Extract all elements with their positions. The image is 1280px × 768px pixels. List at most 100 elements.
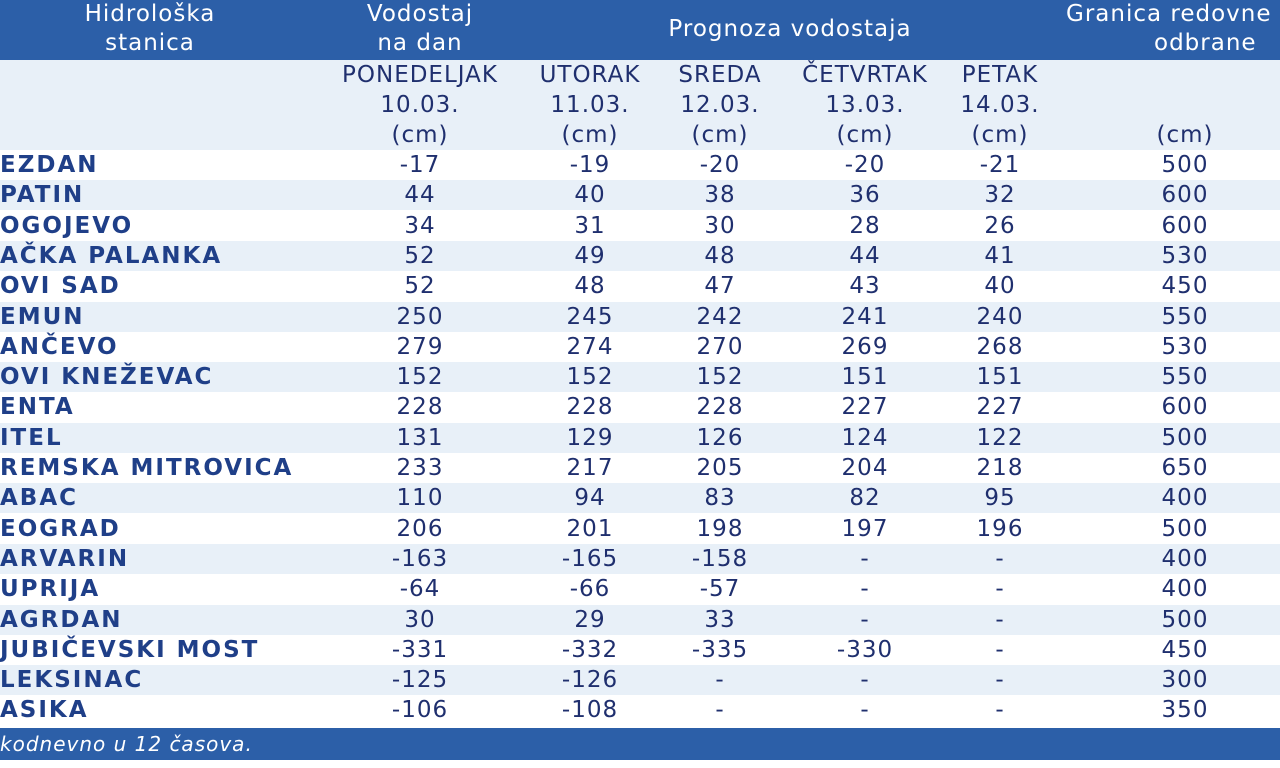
- subheader-d2-day: SREDA: [678, 62, 762, 88]
- d3-value: 82: [849, 485, 881, 512]
- d2-value: 48: [704, 242, 736, 269]
- d2-value: 152: [696, 364, 744, 391]
- d4-value: 122: [976, 424, 1024, 451]
- d2-value: -335: [691, 636, 749, 663]
- d2-value: -: [715, 697, 725, 724]
- today-value: 44: [404, 182, 436, 209]
- d2-value: 47: [704, 273, 736, 300]
- subheader-d2-date: 12.03.: [680, 92, 760, 118]
- limit-value: 500: [1161, 515, 1209, 542]
- d1-value: 49: [574, 242, 606, 269]
- limit-value: 300: [1161, 667, 1209, 694]
- subheader-limit-unit: (cm): [1156, 122, 1214, 148]
- station-name: ASIKA: [0, 697, 89, 724]
- d2-value: 198: [696, 515, 744, 542]
- header-today-line1: Vodostaj: [366, 1, 474, 27]
- header-station-line1: Hidrološka: [84, 1, 216, 27]
- d1-value: 274: [566, 333, 614, 360]
- station-name: EMUN: [0, 303, 85, 330]
- header-limit-line2: odbrane: [1154, 30, 1257, 56]
- today-value: 110: [396, 485, 444, 512]
- today-value: 279: [396, 333, 444, 360]
- today-value: -106: [391, 697, 449, 724]
- d1-value: 40: [574, 182, 606, 209]
- d2-value: 270: [696, 333, 744, 360]
- today-value: -64: [399, 576, 441, 603]
- limit-value: 500: [1161, 606, 1209, 633]
- table-row: ENTA 228 228 228 227 227 600: [0, 392, 1280, 423]
- d2-value: 30: [704, 212, 736, 239]
- limit-value: 450: [1161, 636, 1209, 663]
- subheader-d4-date: 14.03.: [960, 92, 1040, 118]
- table-row: ANČEVO 279 274 270 269 268 530: [0, 331, 1280, 362]
- subheader-d1-date: 11.03.: [550, 92, 630, 118]
- table-row: ITEL 131 129 126 124 122 500: [0, 422, 1280, 453]
- subheader-d4-day: PETAK: [961, 62, 1039, 88]
- d3-value: 151: [841, 364, 889, 391]
- d1-value: 201: [566, 515, 614, 542]
- table-row: REMSKA MITROVICA 233 217 205 204 218 650: [0, 453, 1280, 483]
- station-name: JUBIČEVSKI MOST: [0, 636, 260, 663]
- table-footer: kodnevno u 12 časova.: [0, 728, 1280, 760]
- d4-value: -: [995, 545, 1005, 572]
- station-name: ARVARIN: [0, 545, 130, 572]
- d1-value: -66: [569, 576, 611, 603]
- d1-value: 245: [566, 303, 614, 330]
- station-name: OVI KNEŽEVAC: [0, 364, 214, 391]
- d1-value: 228: [566, 394, 614, 421]
- d1-value: 217: [566, 455, 614, 481]
- d2-value: -: [715, 667, 725, 694]
- limit-value: 600: [1161, 212, 1209, 239]
- d3-value: -330: [836, 636, 894, 663]
- subheader-d1: UTORAK 11.03. (cm): [520, 60, 660, 150]
- d3-value: -: [860, 667, 870, 694]
- d3-value: 204: [841, 455, 889, 481]
- d2-value: -158: [691, 545, 749, 572]
- table-row: ASIKA -106 -108 - - - 350: [0, 695, 1280, 726]
- d2-value: 228: [696, 394, 744, 421]
- table-row: OGOJEVO 34 31 30 28 26 600: [0, 210, 1280, 241]
- station-name: EOGRAD: [0, 515, 121, 542]
- d1-value: -19: [569, 152, 611, 178]
- station-name: ENTA: [0, 394, 75, 421]
- today-value: 52: [404, 273, 436, 300]
- subheader-today: PONEDELJAK 10.03. (cm): [330, 60, 510, 150]
- d3-value: -20: [844, 152, 886, 178]
- station-name: ITEL: [0, 424, 63, 451]
- table-row: UPRIJA -64 -66 -57 - - 400: [0, 574, 1280, 605]
- subheader-d3-date: 13.03.: [825, 92, 905, 118]
- limit-value: 530: [1161, 333, 1209, 360]
- limit-value: 530: [1161, 242, 1209, 269]
- subheader-d2: SREDA 12.03. (cm): [660, 60, 780, 150]
- limit-value: 450: [1161, 273, 1209, 300]
- table-row: PATIN 44 40 38 36 32 600: [0, 180, 1280, 211]
- d4-value: 40: [984, 273, 1016, 300]
- station-name: LEKSINAC: [0, 667, 144, 694]
- today-value: 131: [396, 424, 444, 451]
- table-row: EMUN 250 245 242 241 240 550: [0, 301, 1280, 332]
- subheader-d4: PETAK 14.03. (cm): [940, 60, 1060, 150]
- today-value: 52: [404, 242, 436, 269]
- subheader-d3: ČETVRTAK 13.03. (cm): [790, 60, 940, 150]
- limit-value: 650: [1161, 455, 1209, 481]
- table-row: OVI KNEŽEVAC 152 152 152 151 151 550: [0, 362, 1280, 393]
- subheader-d3-day: ČETVRTAK: [802, 62, 928, 88]
- d4-value: 26: [984, 212, 1016, 239]
- subheader-d1-day: UTORAK: [539, 62, 641, 88]
- table-row: AČKA PALANKA 52 49 48 44 41 530: [0, 240, 1280, 271]
- d1-value: 129: [566, 424, 614, 451]
- d3-value: -: [860, 576, 870, 603]
- table-row: ABAC 110 94 83 82 95 400: [0, 483, 1280, 514]
- d3-value: -: [860, 545, 870, 572]
- d3-value: 28: [849, 212, 881, 239]
- d2-value: 205: [696, 455, 744, 481]
- station-name: EZDAN: [0, 152, 99, 178]
- station-name: OGOJEVO: [0, 212, 134, 239]
- d3-value: 124: [841, 424, 889, 451]
- limit-value: 600: [1161, 394, 1209, 421]
- subheader-d4-unit: (cm): [971, 122, 1029, 148]
- station-name: ANČEVO: [0, 333, 119, 360]
- d4-value: 41: [984, 242, 1016, 269]
- d3-value: 269: [841, 333, 889, 360]
- subheader-d2-unit: (cm): [691, 122, 749, 148]
